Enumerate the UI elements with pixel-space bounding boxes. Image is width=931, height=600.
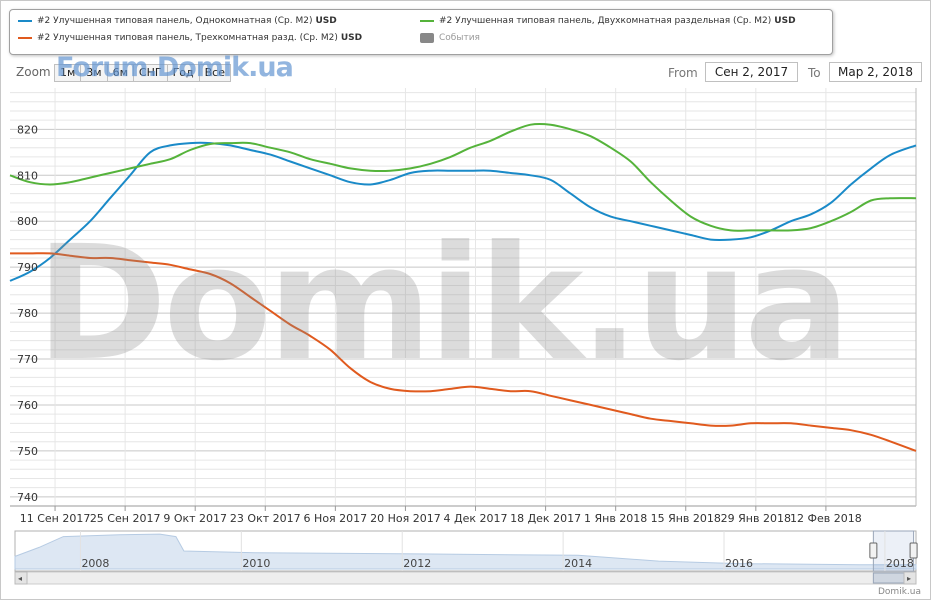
legend-line-three-room xyxy=(18,37,32,39)
legend-item-events[interactable]: События xyxy=(420,33,480,43)
legend-line-two-room xyxy=(420,20,434,22)
credit-text: Domik.ua xyxy=(878,587,921,597)
legend-line-one-room xyxy=(18,20,32,22)
zoom-3m-button[interactable]: 3м xyxy=(80,64,108,82)
y-tick-label: 740 xyxy=(17,491,38,504)
legend-unit: USD xyxy=(315,16,337,26)
zoom-1y-button[interactable]: Год xyxy=(166,64,200,82)
series-line-two-room[interactable] xyxy=(9,123,917,232)
x-tick-label: 20 Ноя 2017 xyxy=(370,512,441,525)
y-tick-label: 780 xyxy=(17,307,38,320)
range-from-label: From xyxy=(668,66,698,80)
range-to-label: To xyxy=(808,66,821,80)
x-tick-label: 23 Окт 2017 xyxy=(230,512,301,525)
legend-label: #2 Улучшенная типовая панель, Двухкомнат… xyxy=(439,16,772,26)
x-tick-label: 12 Фев 2018 xyxy=(790,512,862,525)
x-tick-label: 6 Ноя 2017 xyxy=(304,512,368,525)
range-from-input[interactable]: Сен 2, 2017 xyxy=(705,62,798,82)
y-tick-label: 760 xyxy=(17,399,38,412)
zoom-6m-button[interactable]: 6м xyxy=(106,64,134,82)
legend-unit: USD xyxy=(340,33,363,43)
zoom-1m-button[interactable]: 1м xyxy=(54,64,82,82)
events-swatch xyxy=(420,33,434,43)
legend-item-three-room[interactable]: #2 Улучшенная типовая панель, Трехкомнат… xyxy=(18,33,362,43)
plot-area xyxy=(10,88,916,506)
legend-label: #2 Улучшенная типовая панель, Трехкомнат… xyxy=(37,33,338,43)
zoom-buttons: 1м 3м 6м СНГ Год Все xyxy=(54,64,231,82)
x-tick-label: 1 Янв 2018 xyxy=(584,512,647,525)
x-tick-label: 29 Янв 2018 xyxy=(721,512,791,525)
x-tick-label: 4 Дек 2017 xyxy=(444,512,508,525)
x-tick-label: 18 Дек 2017 xyxy=(510,512,581,525)
x-tick-label: 11 Сен 2017 xyxy=(20,512,91,525)
y-tick-label: 800 xyxy=(17,215,38,228)
legend-item-one-room[interactable]: #2 Улучшенная типовая панель, Однокомнат… xyxy=(18,16,337,26)
y-tick-label: 810 xyxy=(17,169,38,182)
y-tick-label: 770 xyxy=(17,353,38,366)
legend-unit: USD xyxy=(774,16,796,26)
range-to-input[interactable]: Мар 2, 2018 xyxy=(829,62,922,82)
legend: #2 Улучшенная типовая панель, Однокомнат… xyxy=(9,9,833,55)
zoom-all-button[interactable]: Все xyxy=(198,64,231,82)
legend-item-two-room[interactable]: #2 Улучшенная типовая панель, Двухкомнат… xyxy=(420,16,796,26)
x-tick-label: 15 Янв 2018 xyxy=(651,512,721,525)
x-tick-label: 25 Сен 2017 xyxy=(90,512,161,525)
series-line-three-room[interactable] xyxy=(10,252,917,452)
y-tick-label: 820 xyxy=(17,123,38,136)
y-tick-label: 750 xyxy=(17,445,38,458)
zoom-label: Zoom xyxy=(16,65,51,79)
x-tick-label: 9 Окт 2017 xyxy=(163,512,227,525)
legend-label: #2 Улучшенная типовая панель, Однокомнат… xyxy=(37,16,313,26)
zoom-ytd-button[interactable]: СНГ xyxy=(132,64,168,82)
y-tick-label: 790 xyxy=(17,261,38,274)
legend-label: События xyxy=(439,33,480,43)
series-line-one-room[interactable] xyxy=(9,141,917,282)
